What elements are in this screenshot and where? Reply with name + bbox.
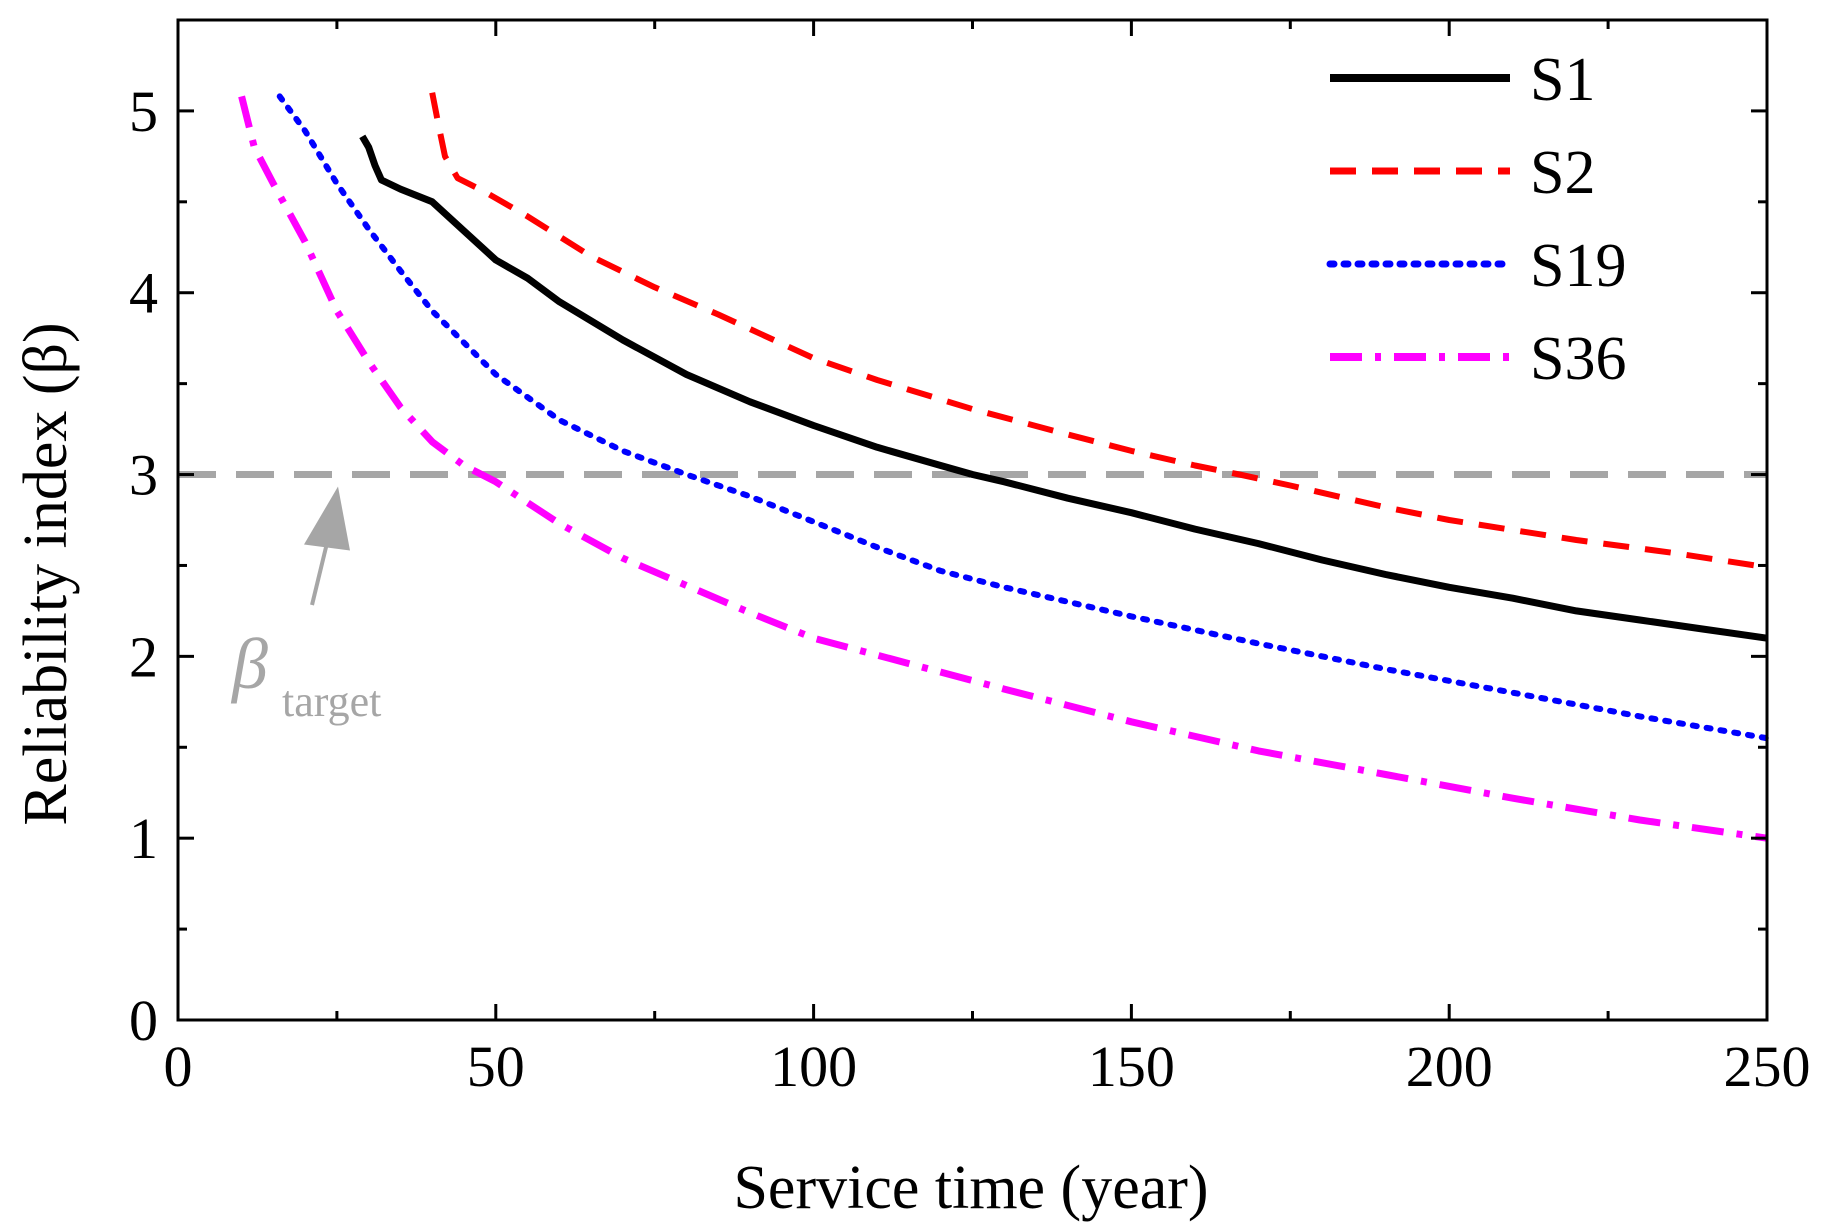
- y-tick-label: 5: [129, 79, 158, 144]
- y-tick-label: 1: [129, 806, 158, 871]
- beta-target-arrow-head: [304, 486, 350, 551]
- legend-label-s2: S2: [1530, 139, 1595, 207]
- y-tick-label: 4: [129, 261, 158, 326]
- legend-label-s1: S1: [1530, 46, 1595, 114]
- y-tick-label: 2: [129, 624, 158, 689]
- legend-label-s19: S19: [1530, 232, 1626, 300]
- x-tick-label: 250: [1724, 1034, 1811, 1099]
- series-layer: [238, 92, 1770, 842]
- beta-target-annotation: β target: [230, 486, 381, 726]
- beta-target-subscript: target: [282, 677, 381, 726]
- x-tick-label: 0: [164, 1034, 193, 1099]
- y-axis-title: Reliability index (β): [12, 322, 80, 825]
- series-line-s1: [359, 134, 1768, 642]
- legend-label-s36: S36: [1530, 325, 1626, 393]
- series-line-s19: [276, 93, 1770, 742]
- beta-target-label: β: [230, 624, 268, 704]
- legend: S1 S2 S19 S36: [1326, 46, 1626, 393]
- x-axis-title: Service time (year): [733, 1154, 1208, 1222]
- y-tick-label: 0: [129, 988, 158, 1053]
- y-tick-label: 3: [129, 443, 158, 508]
- series-line-s2: [429, 92, 1768, 571]
- x-tick-label: 100: [770, 1034, 857, 1099]
- x-tick-label: 200: [1406, 1034, 1493, 1099]
- x-tick-label: 50: [467, 1034, 525, 1099]
- tick-layer: [176, 18, 1769, 1022]
- series-line-s36: [238, 95, 1768, 842]
- x-tick-label: 150: [1088, 1034, 1175, 1099]
- tick-label-layer: 0 50 100 150 200 250 0 1 2 3 4 5: [129, 79, 1811, 1099]
